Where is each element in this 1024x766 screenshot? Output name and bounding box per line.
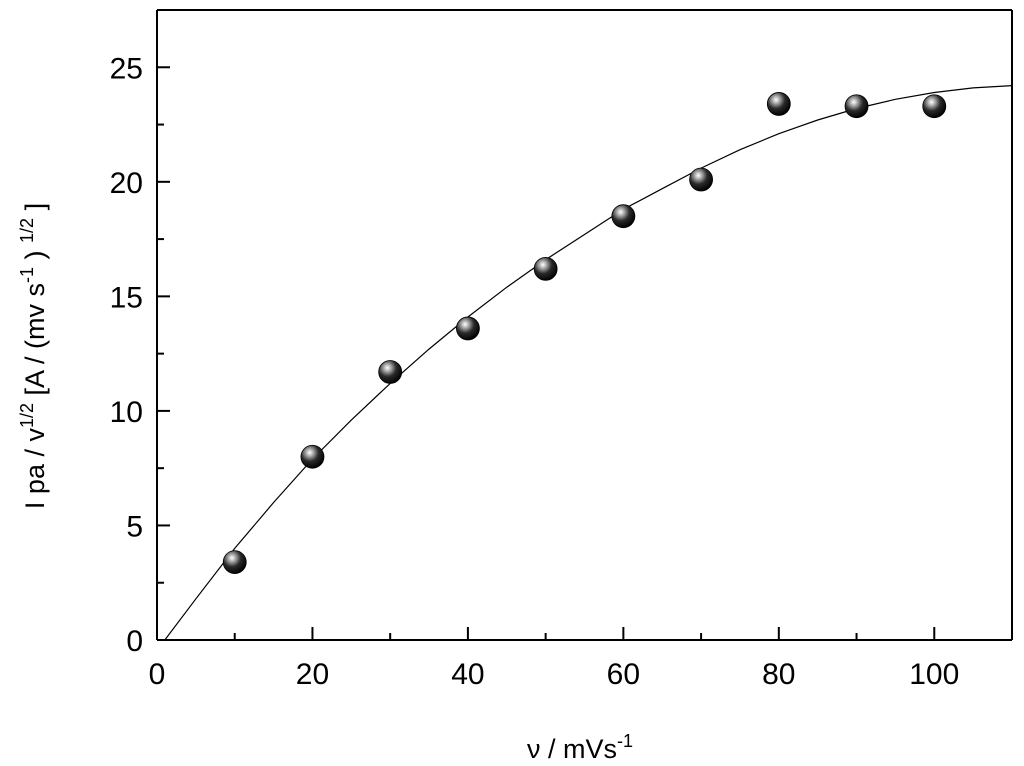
x-tick-label: 100 xyxy=(909,658,959,691)
x-tick-label: 20 xyxy=(296,658,329,691)
data-point xyxy=(378,360,403,384)
x-tick-labels: 0 20 40 60 80 100 xyxy=(149,658,960,691)
major-ticks xyxy=(156,66,936,641)
data-point xyxy=(689,167,713,192)
data-point xyxy=(611,204,636,229)
data-points xyxy=(222,92,947,575)
x-tick-label: 80 xyxy=(762,658,795,691)
data-point xyxy=(533,256,558,281)
x-tick-label: 40 xyxy=(451,658,484,691)
fit-curve xyxy=(164,85,1013,641)
y-tick-label: 15 xyxy=(110,281,143,314)
y-tick-label: 20 xyxy=(110,167,143,200)
data-point xyxy=(766,92,791,116)
plot-area xyxy=(156,9,1013,641)
y-tick-label: 25 xyxy=(110,52,143,85)
x-tick-label: 0 xyxy=(149,658,166,691)
minor-ticks xyxy=(157,123,858,640)
x-axis-title: ν / mVs-1 xyxy=(527,731,633,764)
data-point xyxy=(456,316,480,341)
data-point xyxy=(222,550,247,575)
y-tick-label: 5 xyxy=(126,510,143,543)
y-tick-label: 10 xyxy=(110,396,143,429)
data-point xyxy=(300,444,325,469)
y-tick-labels: 0 5 10 15 20 25 xyxy=(110,52,143,658)
data-point xyxy=(922,94,947,119)
y-tick-label: 0 xyxy=(126,625,143,658)
x-tick-label: 60 xyxy=(607,658,640,691)
y-axis-title: I pa / v1/2 [A / (mv s-1 ) 1/2 ] xyxy=(17,203,50,509)
data-point xyxy=(844,94,869,119)
